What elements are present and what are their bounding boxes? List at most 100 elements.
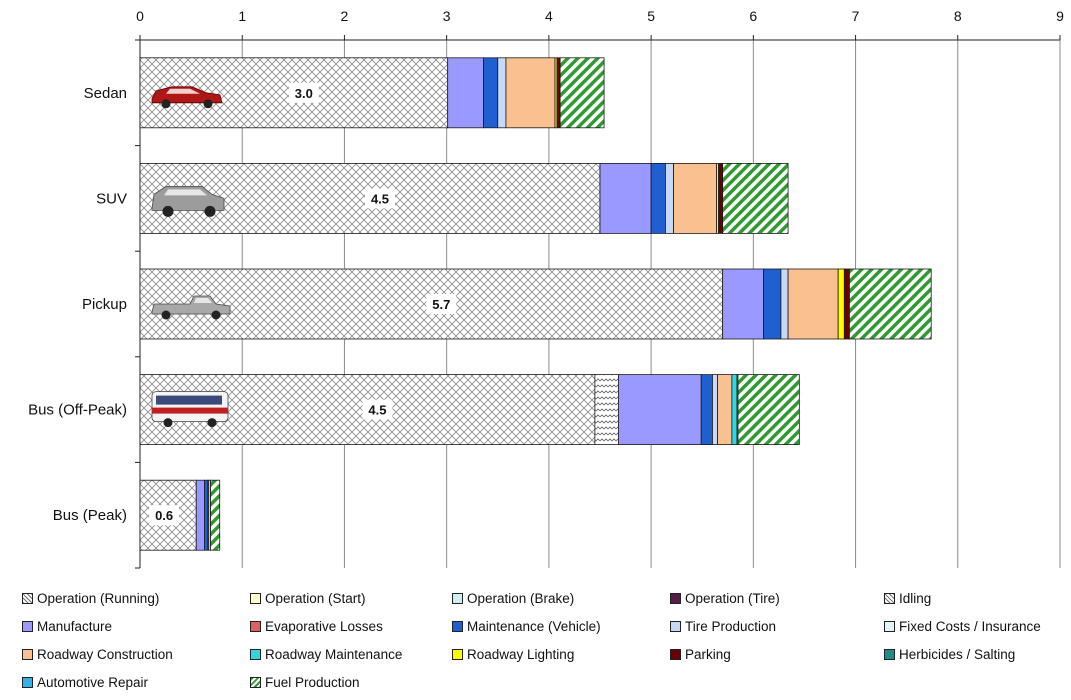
legend-swatch [670, 648, 681, 660]
legend-item: Tire Production [670, 616, 776, 636]
bar-segment-manufacture [447, 57, 484, 129]
legend-swatch [452, 648, 463, 660]
data-label: 4.5 [368, 403, 386, 418]
data-label: 5.7 [432, 297, 450, 312]
legend-swatch [22, 620, 33, 632]
legend-label: Maintenance (Vehicle) [467, 618, 601, 634]
bar-segment-roadway-construction [787, 268, 839, 340]
bar-segment-maintenance-vehicle- [763, 268, 782, 340]
data-label-background [362, 399, 393, 420]
legend-item: Roadway Lighting [452, 644, 574, 664]
x-tick-label: 4 [545, 8, 553, 24]
x-tick-label: 5 [647, 8, 655, 24]
bar-segment-maintenance-vehicle- [700, 374, 713, 446]
x-tick-label: 7 [852, 8, 860, 24]
x-tick-label: 2 [341, 8, 349, 24]
legend-label: Roadway Lighting [467, 646, 575, 662]
legend-label: Roadway Construction [37, 646, 173, 662]
legend-swatch [452, 620, 463, 632]
legend-swatch [452, 592, 463, 604]
legend-swatch [670, 592, 681, 604]
data-label-background [365, 188, 395, 209]
legend-item: Fixed Costs / Insurance [884, 616, 1041, 636]
legend-item: Operation (Brake) [452, 588, 574, 608]
sedan-icon [151, 86, 223, 109]
bar-segment-manufacture [618, 374, 702, 446]
bar-segment-maintenance-vehicle- [483, 57, 499, 129]
bar-segment-fuel-production [559, 57, 605, 129]
data-label-background [149, 505, 180, 526]
legend-label: Fuel Production [265, 674, 360, 690]
legend-label: Operation (Brake) [467, 590, 575, 606]
x-tick-label: 1 [238, 8, 246, 24]
bar-segment-fuel-production [210, 479, 221, 551]
legend-item: Parking [670, 644, 731, 664]
legend-label: Operation (Start) [265, 590, 366, 606]
bar-segment-roadway-construction [505, 57, 556, 129]
x-tick-label: 0 [136, 8, 144, 24]
legend-item: Evaporative Losses [250, 616, 383, 636]
legend-swatch [250, 620, 261, 632]
legend-swatch [250, 676, 261, 688]
legend-swatch [670, 620, 681, 632]
legend-swatch [884, 592, 895, 604]
suv-icon [151, 185, 225, 217]
bar-segment-tire-production [665, 162, 675, 234]
bar-segment-roadway-maintenance [731, 374, 738, 446]
bar-segment-roadway-construction [673, 162, 717, 234]
legend-label: Manufacture [37, 618, 113, 634]
legend-swatch [250, 592, 261, 604]
category-label: Bus (Peak) [53, 507, 127, 524]
bus-icon [151, 391, 229, 428]
category-label: Bus (Off-Peak) [28, 402, 127, 419]
bar-segment-tire-production [712, 374, 718, 446]
legend-label: Evaporative Losses [265, 618, 383, 634]
legend-swatch [22, 676, 33, 688]
bar-segment-manufacture [722, 268, 764, 340]
legend-swatch [250, 648, 261, 660]
bar-segment-tire-production [780, 268, 789, 340]
bar-segment-manufacture [195, 479, 205, 551]
bar-segment-maintenance-vehicle- [203, 479, 208, 551]
legend-item: Automotive Repair [22, 672, 148, 692]
legend-label: Roadway Maintenance [265, 646, 403, 662]
bar-segment-tire-production [497, 57, 507, 129]
legend-item: Maintenance (Vehicle) [452, 616, 601, 636]
legend-item: Manufacture [22, 616, 112, 636]
bar-segment-parking [718, 162, 724, 234]
legend-item: Roadway Maintenance [250, 644, 402, 664]
x-tick-label: 8 [954, 8, 962, 24]
legend-label: Automotive Repair [37, 674, 149, 690]
category-label: Sedan [84, 85, 127, 102]
legend-label: Operation (Tire) [685, 590, 780, 606]
bar-segment-parking [843, 268, 850, 340]
x-tick-label: 3 [443, 8, 451, 24]
data-label: 0.6 [155, 508, 173, 523]
bar-segment-maintenance-vehicle- [650, 162, 666, 234]
data-label-background [426, 294, 457, 314]
data-label-background [288, 82, 319, 103]
bar-segment-parking [556, 57, 561, 129]
category-label: Pickup [82, 296, 127, 313]
legend-label: Operation (Running) [37, 590, 160, 606]
legend-item: Fuel Production [250, 672, 360, 692]
legend-swatch [884, 648, 895, 660]
chart-plot: 0 1 2 3 4 5 6 7 8 9 Sedan SUV Pickup Bus (Off-Peak) B… [28, 8, 1064, 569]
legend-label: Fixed Costs / Insurance [899, 618, 1041, 634]
legend-item: Operation (Start) [250, 588, 366, 608]
legend-label: Tire Production [685, 618, 777, 634]
bar-segment-roadway-construction [717, 374, 733, 446]
legend-label: Idling [899, 590, 932, 606]
bar-segment-roadway-lighting [837, 268, 845, 340]
legend-label: Parking [685, 646, 731, 662]
bar-segment-idling [594, 374, 619, 446]
legend-swatch [22, 648, 33, 660]
legend-swatch [884, 620, 895, 632]
legend-item: Operation (Tire) [670, 588, 780, 608]
x-tick-label: 6 [749, 8, 757, 24]
legend-item: Operation (Running) [22, 588, 159, 608]
legend-item: Roadway Construction [22, 644, 173, 664]
legend-swatch [22, 592, 33, 604]
legend-item: Herbicides / Salting [884, 644, 1015, 664]
